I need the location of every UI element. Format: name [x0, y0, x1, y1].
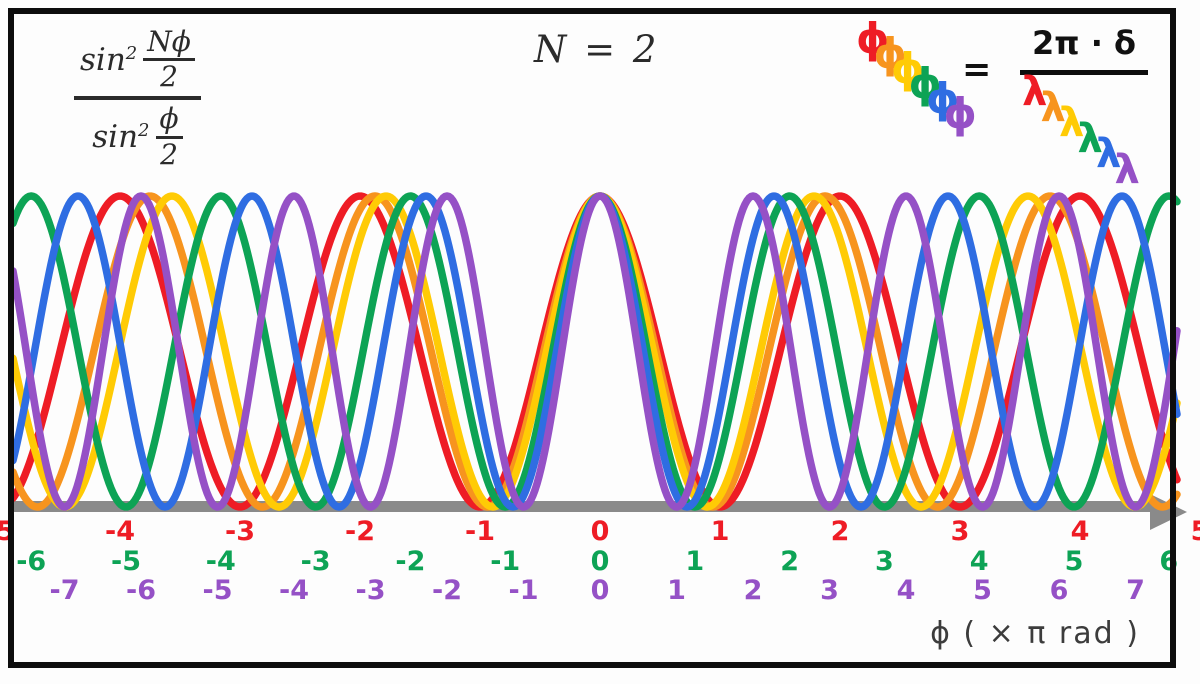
tick-label-red-1: 1	[710, 516, 730, 547]
sin-function-label: sin2	[80, 41, 138, 78]
tick-label-green--5: -5	[111, 546, 141, 577]
denominator-top: ϕ	[159, 102, 179, 136]
denominator-inner-fraction: ϕ 2	[155, 102, 183, 171]
tick-label-purple-2: 2	[743, 575, 763, 606]
tick-label-purple--7: -7	[49, 575, 80, 606]
lambda-symbol-5: λ	[1114, 146, 1140, 193]
tick-label-green-2: 2	[780, 546, 799, 577]
lambda-symbol-1: λ	[1040, 84, 1066, 131]
tick-label-purple-7: 7	[1126, 575, 1145, 606]
sin-function-label: sin2	[92, 119, 150, 156]
tick-label-purple--3: -3	[355, 575, 386, 606]
phi-symbol-4: ϕ	[926, 74, 960, 123]
phi-symbol-2: ϕ	[891, 44, 925, 93]
lambda-symbol-0: λ	[1022, 69, 1048, 115]
fraction-bar	[143, 58, 195, 62]
tick-label-red-3: 3	[950, 516, 970, 547]
lambda-symbol-3: λ	[1077, 115, 1103, 162]
lambda-symbol-2: λ	[1059, 100, 1085, 146]
tick-label-purple-6: 6	[1049, 575, 1069, 606]
phi-symbol-1: ϕ	[873, 29, 907, 78]
x-axis-bar	[13, 501, 1150, 512]
phi-symbol-5: ϕ	[943, 89, 977, 138]
tick-label-green-1: 1	[685, 546, 705, 577]
tick-label-red-0: 0	[590, 516, 610, 547]
tick-label-green--6: -6	[16, 546, 47, 577]
tick-label-purple--1: -1	[508, 575, 539, 606]
numerator-inner-fraction: Nϕ 2	[143, 25, 195, 94]
tick-label-green-0: 0	[590, 546, 610, 577]
tick-label-red--4: -4	[105, 516, 135, 547]
tick-label-red-4: 4	[1070, 516, 1090, 547]
tick-label-green--1: -1	[490, 546, 521, 577]
formula-numerator: sin2 Nϕ 2	[74, 25, 201, 94]
tick-label-purple-0: 0	[590, 575, 610, 606]
tick-label-green-5: 5	[1064, 546, 1084, 577]
tick-label-green-3: 3	[874, 546, 894, 577]
formula-denominator: sin2 ϕ 2	[86, 103, 188, 170]
x-axis-title: ϕ ( × π rad )	[930, 616, 1140, 651]
phi-symbol-3: ϕ	[908, 59, 942, 108]
phi-symbol-0: ϕ	[856, 14, 890, 63]
tick-label-green--2: -2	[395, 546, 426, 577]
tick-label-purple-3: 3	[820, 575, 839, 606]
curve-purple	[9, 192, 1181, 511]
slit-count-label: N = 2	[534, 28, 660, 71]
tick-label-red--1: -1	[465, 516, 495, 547]
fraction-bar	[155, 135, 183, 139]
tick-label-purple--5: -5	[202, 575, 233, 606]
tick-label-green--4: -4	[205, 546, 236, 577]
tick-label-green--3: -3	[300, 546, 331, 577]
tick-label-purple--2: -2	[432, 575, 462, 606]
equals-sign: =	[962, 50, 992, 90]
tick-label-green-4: 4	[969, 546, 989, 577]
tick-label-purple--4: -4	[279, 575, 309, 606]
main-fraction: sin2 Nϕ 2 sin2 ϕ 2	[74, 25, 201, 171]
tick-label-purple-4: 4	[896, 575, 916, 606]
lambda-symbol-4: λ	[1096, 131, 1122, 177]
tick-label-red--5: -5	[0, 516, 15, 547]
tick-label-purple-1: 1	[667, 575, 686, 606]
numerator-top: Nϕ	[147, 25, 191, 58]
tick-label-green-6: 6	[1159, 546, 1179, 577]
numerator-bottom: 2	[160, 60, 178, 94]
main-fraction-bar	[74, 96, 201, 101]
tick-label-red--3: -3	[225, 516, 255, 547]
tick-label-red--2: -2	[345, 516, 375, 547]
phase-fraction-bar	[1020, 70, 1148, 75]
intensity-formula: sin2 Nϕ 2 sin2 ϕ 2	[74, 25, 201, 171]
tick-label-red-5: 5	[1191, 518, 1200, 545]
tick-label-purple--6: -6	[126, 575, 156, 606]
phase-numerator: 2π · δ	[1032, 24, 1136, 62]
tick-label-red-2: 2	[830, 516, 850, 547]
tick-label-purple-5: 5	[973, 575, 992, 606]
denominator-bottom: 2	[160, 137, 178, 171]
